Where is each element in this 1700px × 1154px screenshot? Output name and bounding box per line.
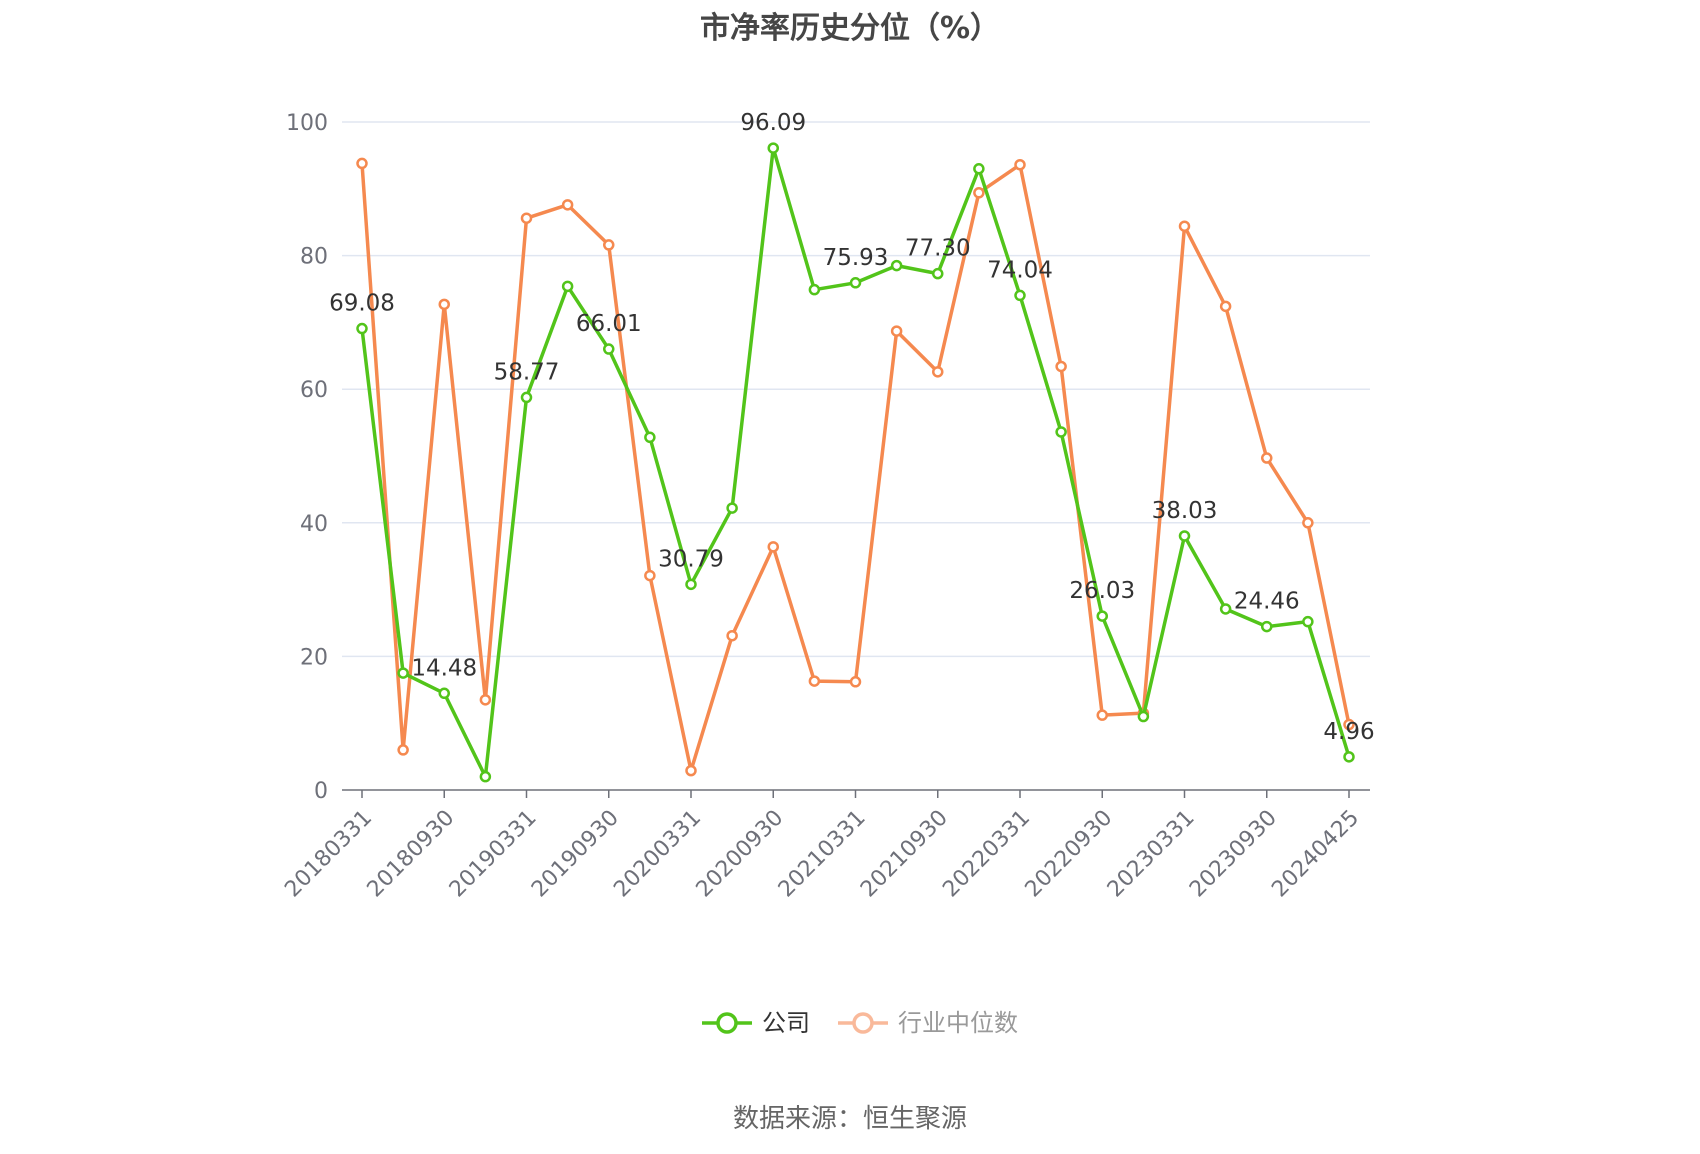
x-tick-label: 20190331 bbox=[445, 805, 542, 902]
data-point-company bbox=[644, 431, 656, 444]
data-point-company bbox=[1219, 603, 1232, 615]
data-point-industry-median bbox=[644, 569, 656, 582]
legend-item-industry-median[interactable]: 行业中位数 bbox=[838, 1009, 1018, 1037]
data-point-company bbox=[438, 687, 450, 700]
data-point-company bbox=[767, 142, 779, 154]
x-tick-label: 20180331 bbox=[280, 805, 377, 902]
y-tick-label: 0 bbox=[314, 779, 328, 804]
data-point-industry-median bbox=[1219, 300, 1232, 313]
data-point-company bbox=[603, 343, 615, 355]
data-point-company bbox=[561, 280, 574, 293]
data-label: 38.03 bbox=[1152, 498, 1218, 524]
data-point-company bbox=[1096, 610, 1108, 622]
data-point-company bbox=[890, 259, 903, 272]
data-label: 26.03 bbox=[1069, 578, 1135, 604]
data-point-industry-median bbox=[1014, 159, 1026, 171]
data-point-company bbox=[685, 578, 697, 591]
y-tick-label: 60 bbox=[300, 378, 328, 403]
data-point-company bbox=[849, 277, 862, 289]
data-point-industry-median bbox=[726, 629, 738, 642]
data-point-industry-median bbox=[1261, 452, 1273, 464]
legend-item-company[interactable]: 公司 bbox=[702, 1009, 810, 1037]
data-point-industry-median bbox=[1343, 718, 1355, 731]
data-label: 58.77 bbox=[494, 359, 560, 385]
data-point-industry-median bbox=[1302, 517, 1314, 529]
legend-marker-icon bbox=[852, 1012, 874, 1034]
x-tick-label: 20180930 bbox=[363, 805, 460, 902]
data-point-industry-median bbox=[808, 675, 821, 687]
data-point-industry-median bbox=[438, 298, 450, 311]
data-point-industry-median bbox=[520, 212, 533, 224]
legend-marker-icon bbox=[716, 1012, 738, 1034]
data-point-industry-median bbox=[1055, 360, 1067, 373]
x-tick-label: 20200930 bbox=[692, 805, 789, 902]
y-tick-label: 80 bbox=[300, 245, 328, 270]
data-point-company bbox=[1302, 615, 1314, 628]
legend: 公司 行业中位数 bbox=[702, 1009, 1018, 1037]
y-tick-label: 40 bbox=[300, 512, 328, 537]
x-tick-label: 20220331 bbox=[938, 805, 1035, 902]
data-source: 数据来源：恒生聚源 bbox=[733, 1104, 967, 1134]
data-point-industry-median bbox=[479, 694, 492, 706]
data-label: 4.96 bbox=[1323, 719, 1374, 745]
data-label: 24.46 bbox=[1234, 589, 1300, 615]
data-point-company bbox=[808, 283, 821, 296]
x-tick-label: 20230930 bbox=[1185, 805, 1282, 902]
data-point-industry-median bbox=[890, 325, 903, 337]
data-label: 66.01 bbox=[576, 311, 642, 337]
data-point-company bbox=[1014, 289, 1026, 302]
data-point-company bbox=[726, 502, 738, 514]
data-point-company bbox=[520, 391, 533, 404]
data-label: 75.93 bbox=[823, 245, 889, 271]
data-label: 14.48 bbox=[411, 655, 477, 681]
x-tick-label: 20200331 bbox=[609, 805, 706, 902]
data-point-industry-median bbox=[685, 764, 697, 777]
data-point-industry-median bbox=[397, 744, 409, 756]
data-point-industry-median bbox=[1178, 220, 1191, 232]
data-point-company bbox=[1055, 426, 1067, 438]
data-point-company bbox=[1178, 530, 1191, 542]
legend-label: 行业中位数 bbox=[898, 1009, 1018, 1037]
x-tick-label: 20190930 bbox=[527, 805, 624, 902]
x-tick-label: 20220930 bbox=[1021, 805, 1118, 902]
data-point-company bbox=[1137, 710, 1150, 723]
x-tick-label: 20230331 bbox=[1103, 805, 1200, 902]
data-label: 74.04 bbox=[987, 257, 1053, 283]
x-tick-label: 20210930 bbox=[856, 805, 953, 902]
data-point-company bbox=[397, 667, 409, 679]
y-tick-label: 20 bbox=[300, 645, 328, 670]
legend-label: 公司 bbox=[762, 1009, 810, 1037]
data-point-company bbox=[356, 322, 368, 335]
data-label: 69.08 bbox=[329, 291, 395, 317]
data-point-industry-median bbox=[767, 541, 779, 553]
data-point-industry-median bbox=[603, 239, 615, 251]
x-tick-label: 20210331 bbox=[774, 805, 871, 902]
y-tick-label: 100 bbox=[286, 111, 328, 136]
data-point-company bbox=[1261, 620, 1273, 633]
data-label: 77.30 bbox=[905, 236, 971, 262]
data-label: 30.79 bbox=[658, 546, 724, 572]
data-point-company bbox=[973, 163, 985, 175]
data-point-company bbox=[932, 267, 944, 280]
data-point-industry-median bbox=[849, 676, 862, 688]
data-point-industry-median bbox=[356, 157, 368, 170]
data-label: 96.09 bbox=[740, 110, 806, 136]
data-point-industry-median bbox=[932, 366, 944, 378]
data-point-industry-median bbox=[561, 199, 574, 211]
chart-title: 市净率历史分位（%） bbox=[700, 11, 1000, 46]
data-point-industry-median bbox=[1096, 709, 1108, 721]
data-point-company bbox=[479, 770, 492, 783]
data-point-industry-median bbox=[973, 187, 985, 199]
data-point-company bbox=[1343, 751, 1355, 763]
x-tick-label: 20240425 bbox=[1267, 805, 1364, 902]
